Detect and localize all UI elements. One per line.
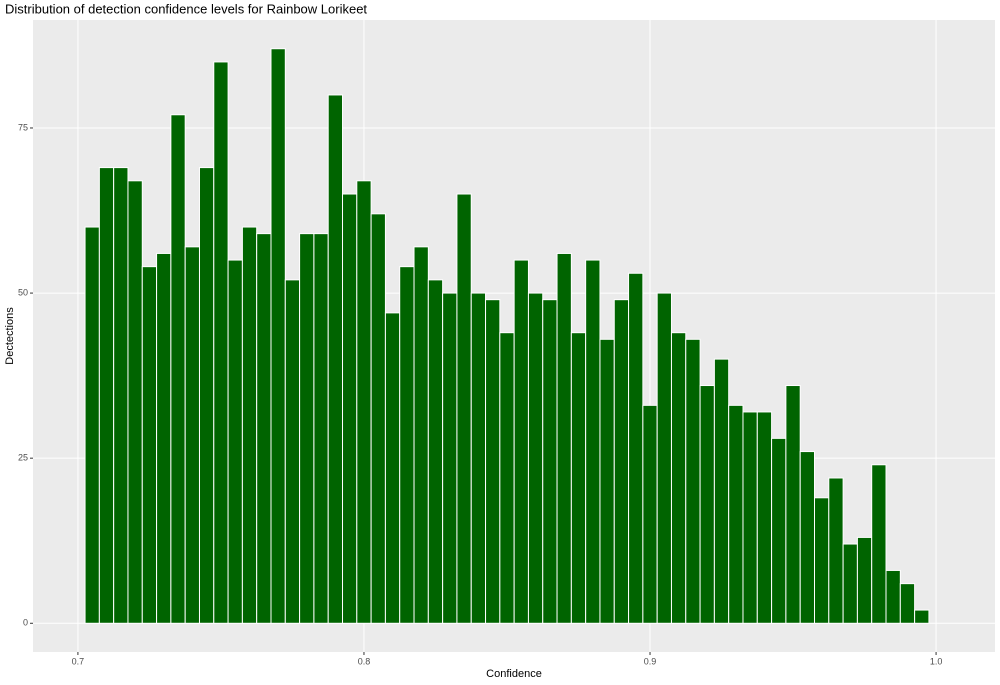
chart-title: Distribution of detection confidence lev… xyxy=(5,1,367,16)
bar xyxy=(184,246,200,624)
bar xyxy=(241,226,258,624)
bar xyxy=(399,266,415,624)
bar xyxy=(728,404,744,624)
x-tick-label: 0.8 xyxy=(358,656,371,666)
y-tick-label: 0 xyxy=(23,618,28,628)
bar xyxy=(442,292,458,624)
bar xyxy=(156,252,172,624)
bar xyxy=(98,167,115,624)
bar xyxy=(556,252,572,624)
bar xyxy=(699,385,715,624)
x-tick-label: 0.9 xyxy=(644,656,657,666)
bar xyxy=(513,259,529,624)
bar xyxy=(170,114,186,624)
bar xyxy=(899,583,916,624)
bar xyxy=(570,332,587,624)
bar xyxy=(613,299,630,624)
bar xyxy=(284,279,301,624)
bar xyxy=(370,213,386,624)
x-tick-label: 1.0 xyxy=(930,656,943,666)
bar xyxy=(413,246,429,624)
bar xyxy=(342,193,358,624)
bar xyxy=(427,279,444,624)
bar xyxy=(585,259,601,624)
bar xyxy=(456,193,472,624)
x-tick-label: 0.7 xyxy=(72,656,85,666)
bar xyxy=(542,299,558,624)
bar xyxy=(785,385,801,624)
bar xyxy=(914,609,930,624)
bar xyxy=(356,180,372,624)
bars xyxy=(84,48,930,624)
bar xyxy=(742,411,758,624)
bar xyxy=(885,569,901,624)
y-tick-label: 75 xyxy=(18,122,28,132)
bar xyxy=(84,226,100,624)
bar xyxy=(213,61,229,624)
bar xyxy=(599,338,615,624)
bar xyxy=(656,292,672,624)
bar xyxy=(198,167,215,624)
bar xyxy=(113,167,129,624)
bar xyxy=(270,48,286,624)
bar xyxy=(384,312,401,624)
bar xyxy=(141,266,158,624)
y-tick-label: 50 xyxy=(18,287,28,297)
bar xyxy=(771,437,787,624)
bar xyxy=(527,292,544,624)
bar xyxy=(799,451,815,624)
bar xyxy=(313,233,329,624)
bar xyxy=(470,292,487,624)
y-tick-label: 25 xyxy=(18,453,28,463)
y-axis-label: Dectections xyxy=(4,307,16,365)
bar xyxy=(327,94,344,624)
bar xyxy=(299,233,315,624)
bar xyxy=(256,233,272,624)
bar xyxy=(842,543,858,624)
bar xyxy=(127,180,143,624)
bar xyxy=(485,299,501,624)
bar xyxy=(856,536,873,624)
bar xyxy=(642,404,658,624)
bar xyxy=(828,477,844,624)
bar xyxy=(871,464,887,624)
bar xyxy=(813,497,830,624)
bar xyxy=(670,332,687,624)
bar xyxy=(685,338,701,624)
bar xyxy=(628,272,644,624)
bar xyxy=(227,259,243,624)
bar xyxy=(756,411,773,624)
bar xyxy=(713,358,730,624)
bar xyxy=(499,332,515,624)
x-axis-label: Confidence xyxy=(486,668,542,680)
